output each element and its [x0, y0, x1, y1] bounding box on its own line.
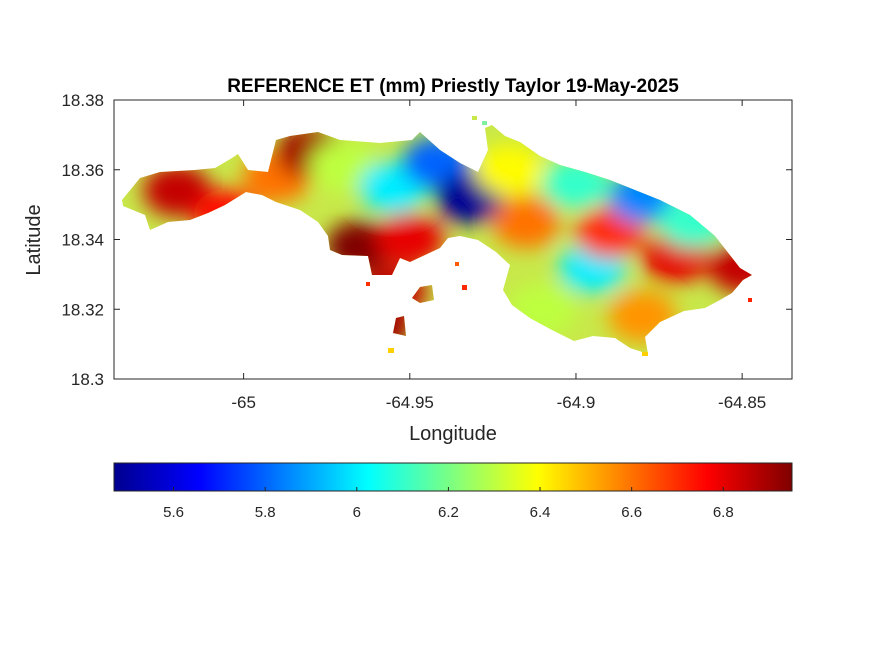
x-tick-label: -64.95	[386, 393, 434, 412]
x-tick-label: -65	[231, 393, 256, 412]
colorbar	[113, 462, 793, 492]
y-axis: 18.3 18.32 18.34 18.36 18.38	[61, 91, 792, 389]
et-blob-21	[608, 290, 677, 343]
chart-title: REFERENCE ET (mm) Priestly Taylor 19-May…	[227, 76, 679, 97]
colorbar-tick-label: 6.4	[530, 504, 551, 521]
et-blob-6	[375, 213, 444, 266]
et-blob-22	[708, 241, 752, 294]
et-field	[122, 125, 752, 354]
et-blob-10	[475, 143, 544, 196]
y-axis-label: Latitude	[23, 204, 45, 275]
y-tick-label: 18.3	[71, 370, 104, 389]
et-blob-11	[492, 196, 561, 249]
y-tick-label: 18.32	[61, 300, 104, 319]
et-blob-19	[359, 265, 428, 318]
x-tick-label: -64.85	[718, 393, 766, 412]
colorbar-tick-label: 6	[353, 504, 361, 521]
et-blob-4	[309, 140, 378, 193]
et-blob-1	[193, 189, 261, 242]
colorbar-tick-label: 6.2	[438, 504, 459, 521]
et-blob-17	[658, 196, 727, 249]
y-tick-label: 18.38	[61, 91, 104, 110]
y-tick-label: 18.34	[61, 231, 104, 250]
x-tick-label: -64.9	[557, 393, 596, 412]
y-tick-label: 18.36	[61, 161, 104, 180]
et-blob-12	[541, 157, 610, 210]
colorbar-tick-label: 5.8	[255, 504, 276, 521]
x-axis-label: Longitude	[409, 423, 497, 445]
et-blob-0	[143, 164, 212, 217]
colorbar-tick-label: 5.6	[163, 504, 184, 521]
colorbar-tick-label: 6.8	[713, 504, 734, 521]
et-blob-20	[342, 300, 411, 353]
colorbar-tick-label: 6.6	[621, 504, 642, 521]
coastal-pixels	[366, 116, 752, 356]
x-axis: -65 -64.95 -64.9 -64.85	[231, 100, 766, 412]
et-blob-18	[508, 283, 577, 336]
colorbar-ticks: 5.6 5.8 6 6.2 6.4 6.6 6.8	[163, 487, 734, 521]
